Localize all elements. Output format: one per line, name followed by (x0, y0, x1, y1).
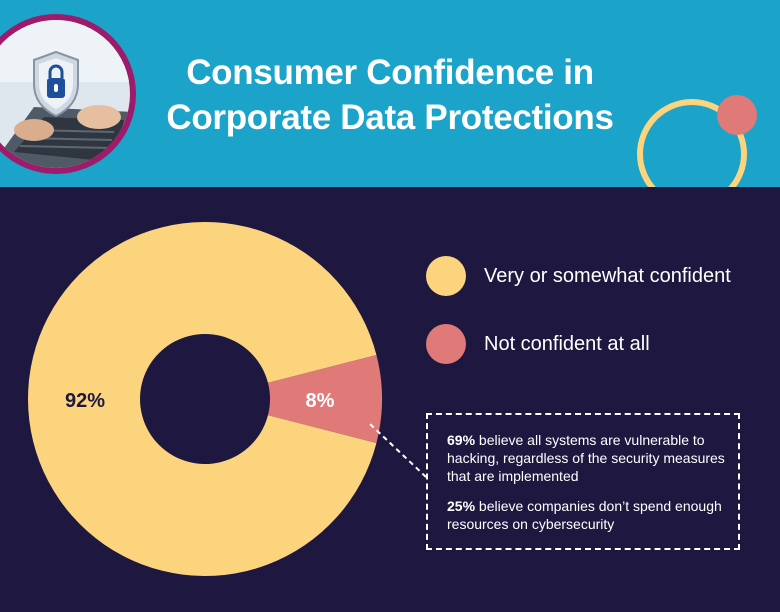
stats-callout-box: 69% believe all systems are vulnerable t… (426, 413, 740, 550)
legend-label-not-confident: Not confident at all (484, 332, 650, 355)
donut-chart: 92% 8% (28, 222, 427, 576)
decorative-circles (637, 95, 757, 187)
legend-label-confident: Very or somewhat confident (484, 264, 731, 287)
stat-text-2: believe companies don’t spend enough res… (447, 498, 722, 532)
data-label-not-confident: 8% (306, 390, 335, 412)
callout-leader-line (369, 423, 427, 478)
decorative-dot (717, 95, 757, 135)
donut-slice-confident (28, 222, 377, 576)
header-banner: Consumer Confidence in Corporate Data Pr… (0, 0, 780, 187)
laptop-shield-lock-icon (0, 14, 136, 174)
title-line-2: Corporate Data Protections (166, 98, 614, 137)
stat-value-2: 25% (447, 498, 476, 514)
legend-item-confident: Very or somewhat confident (426, 256, 731, 296)
page-title: Consumer Confidence in Corporate Data Pr… (150, 50, 630, 140)
title-line-1: Consumer Confidence in (186, 53, 594, 92)
stat-value-1: 69% (447, 432, 476, 448)
stat-note-1: 69% believe all systems are vulnerable t… (447, 431, 726, 485)
legend-item-not-confident: Not confident at all (426, 324, 650, 364)
legend-swatch-confident (426, 256, 466, 296)
legend-swatch-not-confident (426, 324, 466, 364)
data-label-confident: 92% (65, 390, 105, 412)
decorative-ring (637, 99, 747, 187)
stat-text-1: believe all systems are vulnerable to ha… (447, 432, 725, 484)
stat-note-2: 25% believe companies don’t spend enough… (447, 497, 726, 533)
donut-slice-not-confident (267, 354, 383, 444)
